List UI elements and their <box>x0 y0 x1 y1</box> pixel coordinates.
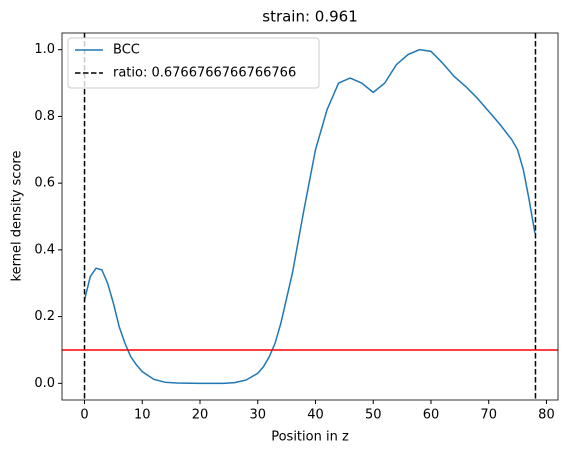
x-axis-label: Position in z <box>271 430 349 445</box>
legend-box <box>67 37 320 89</box>
x-tick-label: 20 <box>192 408 209 423</box>
y-tick-label: 0.4 <box>34 242 55 257</box>
x-tick-label: 70 <box>480 408 497 423</box>
y-tick-label: 0.6 <box>34 176 55 191</box>
axes-frame <box>61 32 559 401</box>
legend-label: BCC <box>113 43 140 58</box>
chart-title: strain: 0.961 <box>262 8 358 26</box>
x-tick-label: 0 <box>80 408 88 423</box>
x-tick-label: 30 <box>249 408 266 423</box>
y-tick-label: 0.2 <box>34 309 55 324</box>
legend-label: ratio: 0.6766766766766766 <box>113 66 296 81</box>
y-tick-label: 0.0 <box>34 376 55 391</box>
x-tick-label: 60 <box>423 408 440 423</box>
x-tick-label: 10 <box>134 408 151 423</box>
x-tick-label: 50 <box>365 408 382 423</box>
y-tick-label: 1.0 <box>34 42 55 57</box>
x-tick-label: 80 <box>538 408 555 423</box>
y-axis-label: kernel density score <box>10 151 25 282</box>
data-line <box>83 48 536 385</box>
x-tick-label: 40 <box>307 408 324 423</box>
y-tick-label: 0.8 <box>34 109 55 124</box>
